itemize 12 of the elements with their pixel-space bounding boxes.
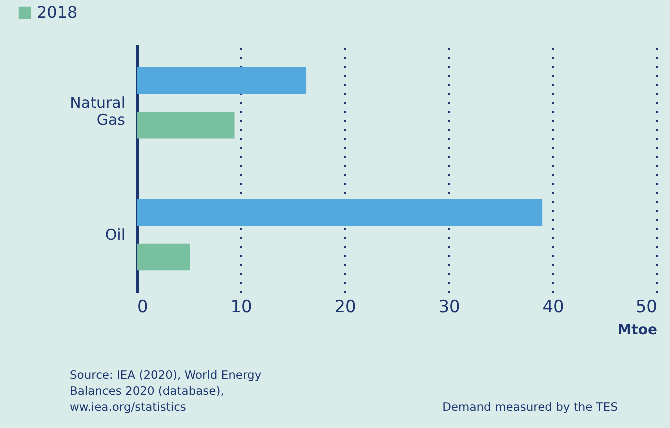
legend-label: 2018 <box>37 3 78 22</box>
x-tick-label: 10 <box>230 298 252 318</box>
x-axis-title: Mtoe <box>618 322 658 338</box>
x-tick-label: 0 <box>138 298 148 318</box>
x-tick-label: 30 <box>438 298 460 318</box>
y-tick-label: Oil <box>105 226 126 244</box>
y-tick-label: Natural Gas <box>70 94 126 130</box>
x-tick-label: 40 <box>542 298 564 318</box>
x-tick-label: 20 <box>334 298 356 318</box>
source-note: Source: IEA (2020), World Energy Balances 2020 (database), ww.iea.org/statistics <box>70 367 263 415</box>
text: Demand measured by the TES <box>442 399 618 415</box>
x-tick-label: 50 <box>636 298 658 318</box>
